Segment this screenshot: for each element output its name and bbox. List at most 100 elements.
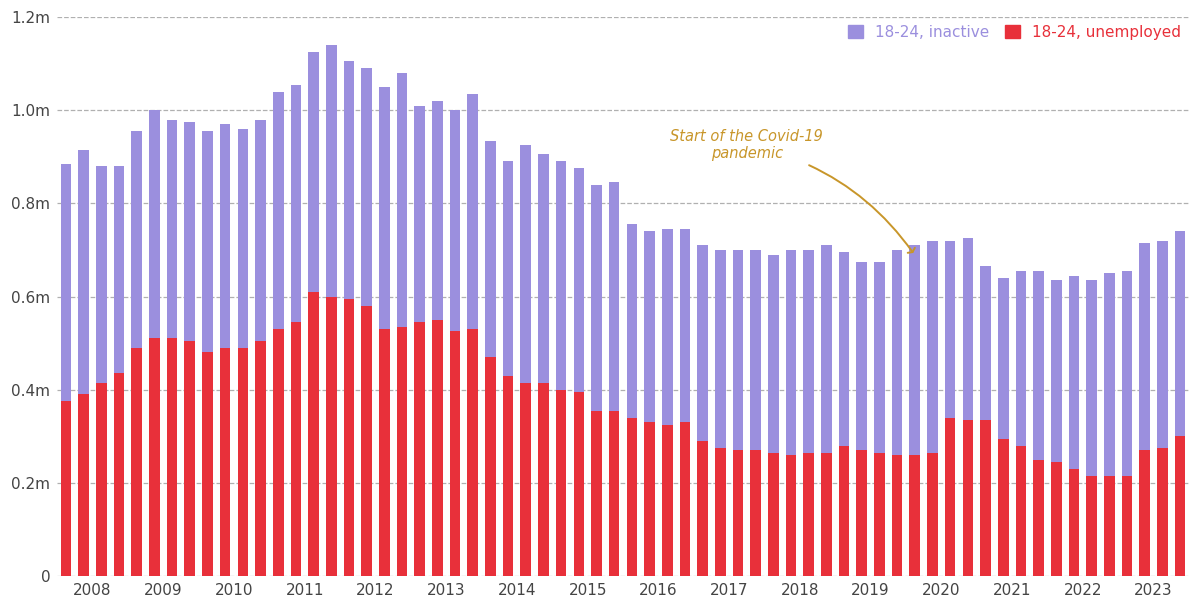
Bar	[928, 241, 937, 452]
Bar	[1175, 436, 1186, 576]
Bar	[1122, 271, 1133, 476]
Bar	[167, 119, 178, 339]
Bar	[149, 339, 160, 576]
Bar	[1086, 476, 1097, 576]
Bar	[238, 348, 248, 576]
Bar	[308, 52, 319, 292]
Bar	[857, 450, 868, 576]
Bar	[1069, 469, 1079, 576]
Bar	[1086, 280, 1097, 476]
Bar	[980, 266, 991, 420]
Bar	[857, 262, 868, 450]
Bar	[697, 245, 708, 441]
Bar	[343, 62, 354, 299]
Bar	[256, 341, 266, 576]
Bar	[1104, 273, 1115, 476]
Bar	[96, 382, 107, 576]
Bar	[538, 155, 548, 382]
Bar	[361, 306, 372, 576]
Bar	[786, 455, 797, 576]
Bar	[503, 376, 514, 576]
Bar	[343, 299, 354, 576]
Bar	[379, 329, 390, 576]
Bar	[220, 348, 230, 576]
Bar	[592, 185, 602, 410]
Legend: 18-24, inactive, 18-24, unemployed: 18-24, inactive, 18-24, unemployed	[847, 25, 1181, 40]
Bar	[928, 452, 937, 576]
Bar	[220, 124, 230, 348]
Bar	[944, 241, 955, 418]
Bar	[78, 394, 89, 576]
Bar	[450, 331, 461, 576]
Bar	[750, 250, 761, 450]
Bar	[874, 262, 884, 452]
Bar	[626, 418, 637, 576]
Bar	[272, 91, 283, 329]
Bar	[1104, 476, 1115, 576]
Bar	[962, 238, 973, 420]
Bar	[379, 87, 390, 329]
Bar	[644, 422, 655, 576]
Bar	[272, 329, 283, 576]
Bar	[1069, 275, 1079, 469]
Bar	[485, 357, 496, 576]
Bar	[1051, 462, 1062, 576]
Bar	[521, 382, 532, 576]
Bar	[397, 73, 407, 327]
Bar	[114, 166, 125, 373]
Bar	[679, 422, 690, 576]
Bar	[910, 455, 920, 576]
Bar	[132, 131, 142, 348]
Bar	[361, 68, 372, 306]
Bar	[556, 161, 566, 390]
Bar	[768, 452, 779, 576]
Bar	[662, 424, 672, 576]
Bar	[149, 110, 160, 339]
Bar	[944, 418, 955, 576]
Bar	[114, 373, 125, 576]
Bar	[202, 131, 212, 353]
Bar	[839, 446, 850, 576]
Bar	[1139, 450, 1150, 576]
Bar	[556, 390, 566, 576]
Bar	[414, 322, 425, 576]
Bar	[185, 122, 196, 341]
Bar	[592, 410, 602, 576]
Bar	[1051, 280, 1062, 462]
Text: Start of the Covid-19
pandemic: Start of the Covid-19 pandemic	[671, 129, 914, 253]
Bar	[962, 420, 973, 576]
Bar	[185, 341, 196, 576]
Bar	[804, 250, 814, 452]
Bar	[290, 322, 301, 576]
Bar	[1122, 476, 1133, 576]
Bar	[821, 452, 832, 576]
Bar	[998, 438, 1008, 576]
Bar	[574, 392, 584, 576]
Bar	[804, 452, 814, 576]
Bar	[326, 297, 336, 576]
Bar	[608, 183, 619, 410]
Bar	[750, 450, 761, 576]
Bar	[432, 320, 443, 576]
Bar	[167, 339, 178, 576]
Bar	[715, 448, 726, 576]
Bar	[1157, 448, 1168, 576]
Bar	[308, 292, 319, 576]
Bar	[892, 455, 902, 576]
Bar	[608, 410, 619, 576]
Bar	[538, 382, 548, 576]
Bar	[503, 161, 514, 376]
Bar	[644, 231, 655, 422]
Bar	[733, 450, 743, 576]
Bar	[397, 327, 407, 576]
Bar	[697, 441, 708, 576]
Bar	[839, 252, 850, 446]
Bar	[1015, 446, 1026, 576]
Bar	[786, 250, 797, 455]
Bar	[998, 278, 1008, 438]
Bar	[1175, 231, 1186, 436]
Bar	[468, 329, 478, 576]
Bar	[326, 45, 336, 297]
Bar	[1157, 241, 1168, 448]
Bar	[821, 245, 832, 452]
